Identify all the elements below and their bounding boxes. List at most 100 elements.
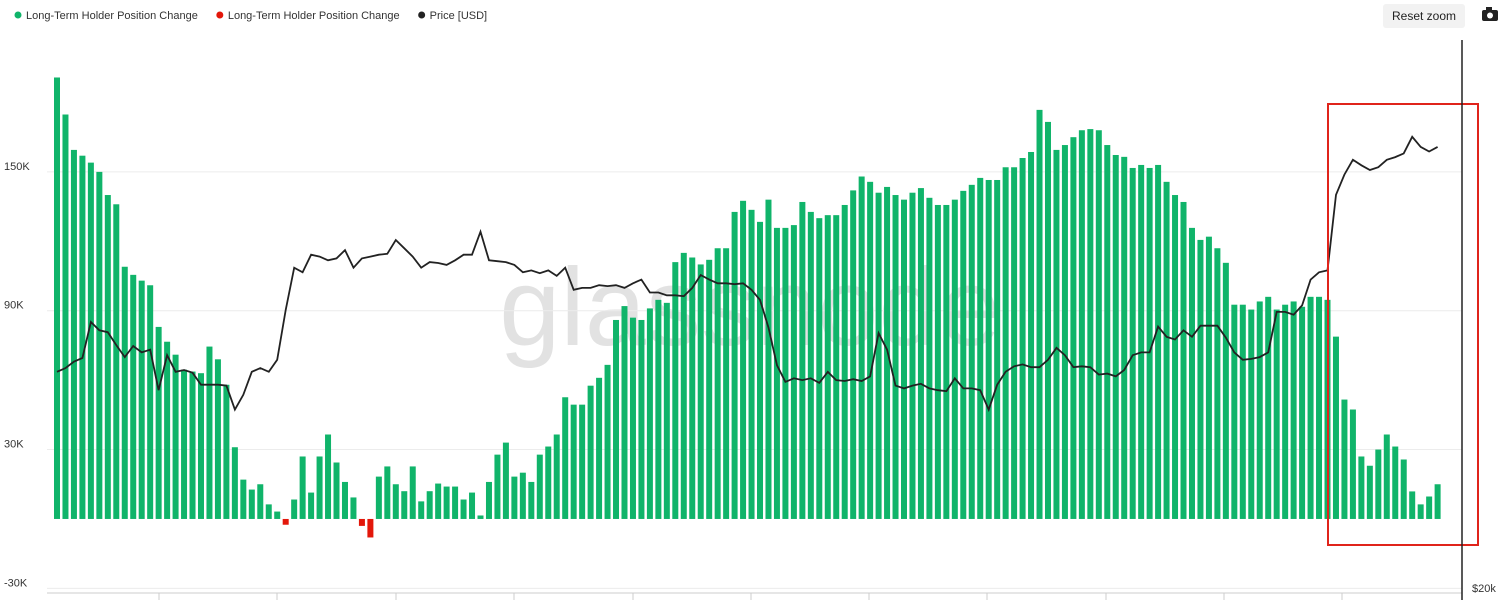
bar [528, 481, 535, 519]
plot: -30K 30K 90K 150K $20k [4, 77, 1496, 595]
bar [96, 171, 103, 519]
bar [418, 501, 425, 519]
y-tick-label: 90K [4, 300, 24, 312]
bar [1205, 236, 1212, 519]
bar [1222, 262, 1229, 519]
bar [316, 456, 323, 519]
bar [689, 257, 696, 519]
bar [926, 197, 933, 519]
bar [1349, 409, 1356, 519]
bar [155, 326, 162, 519]
bar [502, 442, 509, 519]
bar [519, 472, 526, 519]
bar [663, 302, 670, 519]
legend-dot [14, 11, 22, 19]
bar [223, 384, 230, 519]
bar [392, 484, 399, 519]
bar [1366, 465, 1373, 519]
legend-dot [216, 11, 224, 19]
bar [443, 486, 450, 519]
bar [282, 518, 289, 525]
bar [1019, 158, 1026, 519]
bar [858, 176, 865, 519]
bar [1121, 156, 1128, 519]
bar [706, 259, 713, 519]
bar [748, 209, 755, 519]
bar [867, 181, 874, 519]
bar [54, 77, 60, 519]
bar [545, 446, 552, 519]
camera-icon[interactable] [1482, 7, 1498, 21]
legend-label: Long-Term Holder Position Change [228, 10, 400, 22]
y-tick-label: 30K [4, 439, 24, 451]
bar [960, 190, 967, 519]
bar [79, 155, 86, 519]
legend-dot [418, 11, 426, 19]
bar [325, 434, 332, 519]
bar [1256, 301, 1263, 519]
bar [460, 499, 467, 519]
reset-zoom-label[interactable]: Reset zoom [1392, 9, 1456, 23]
bar [1375, 449, 1382, 519]
bar [1053, 149, 1060, 519]
bar [130, 274, 137, 519]
bar [824, 215, 831, 519]
bar [553, 434, 560, 519]
bar [147, 285, 154, 519]
bar [672, 262, 679, 519]
bar [1239, 304, 1246, 519]
bar [274, 511, 281, 519]
bar [1112, 154, 1119, 519]
bar [638, 319, 645, 519]
bar [70, 149, 77, 519]
bar [570, 404, 577, 519]
bar [596, 377, 603, 519]
bar [367, 518, 374, 538]
bar [629, 317, 636, 519]
bar [841, 204, 848, 519]
bar [206, 346, 213, 519]
bar [1434, 484, 1441, 519]
y-tick-label: -30K [4, 577, 28, 589]
bar [655, 299, 662, 519]
bar [773, 227, 780, 519]
bar [1248, 309, 1255, 519]
bar [384, 466, 391, 519]
bar [1070, 137, 1077, 519]
bar [816, 218, 823, 519]
bar [1087, 129, 1094, 519]
bar [1172, 195, 1179, 519]
bar [951, 199, 958, 519]
bar [697, 264, 704, 519]
bar [875, 192, 882, 519]
bar [113, 204, 120, 519]
bar [1417, 504, 1424, 519]
bar [604, 364, 611, 519]
bar [1197, 239, 1204, 519]
bar [799, 201, 806, 519]
bar [892, 195, 899, 519]
bar [790, 225, 797, 519]
bar [807, 211, 814, 519]
bar [477, 515, 484, 519]
bar [1273, 309, 1280, 519]
y2-tick-label: $20k [1472, 583, 1496, 595]
bar [1104, 145, 1111, 519]
bar [1231, 304, 1238, 519]
bar [87, 162, 94, 519]
bar [1061, 145, 1068, 519]
bar [409, 466, 416, 519]
bar [621, 306, 628, 519]
bar [723, 248, 730, 519]
reset-zoom-button[interactable] [1383, 4, 1465, 28]
bar [1307, 296, 1314, 519]
bar [197, 373, 204, 519]
bar [1138, 164, 1145, 519]
bar [121, 266, 128, 519]
bar [765, 199, 772, 519]
bar [977, 177, 984, 519]
bar [943, 204, 950, 519]
bar [994, 179, 1001, 519]
bar [172, 354, 179, 519]
